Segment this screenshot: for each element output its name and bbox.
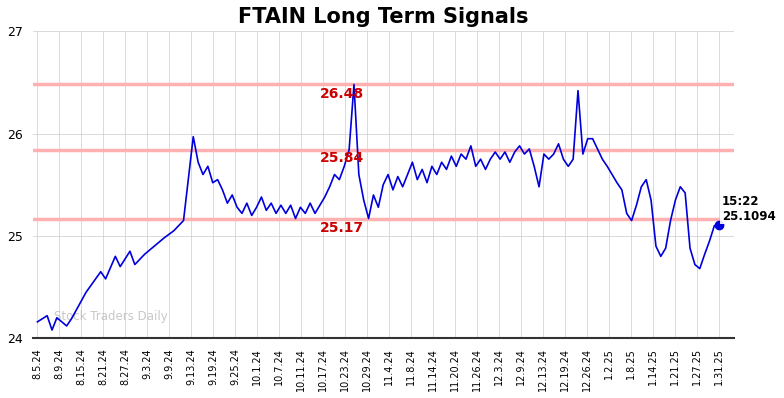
Text: 25.17: 25.17 — [320, 221, 364, 235]
Text: 15:22
25.1094: 15:22 25.1094 — [722, 195, 775, 222]
Text: Stock Traders Daily: Stock Traders Daily — [53, 310, 167, 323]
Title: FTAIN Long Term Signals: FTAIN Long Term Signals — [238, 7, 528, 27]
Text: 26.48: 26.48 — [320, 87, 364, 101]
Text: 25.84: 25.84 — [320, 151, 364, 165]
